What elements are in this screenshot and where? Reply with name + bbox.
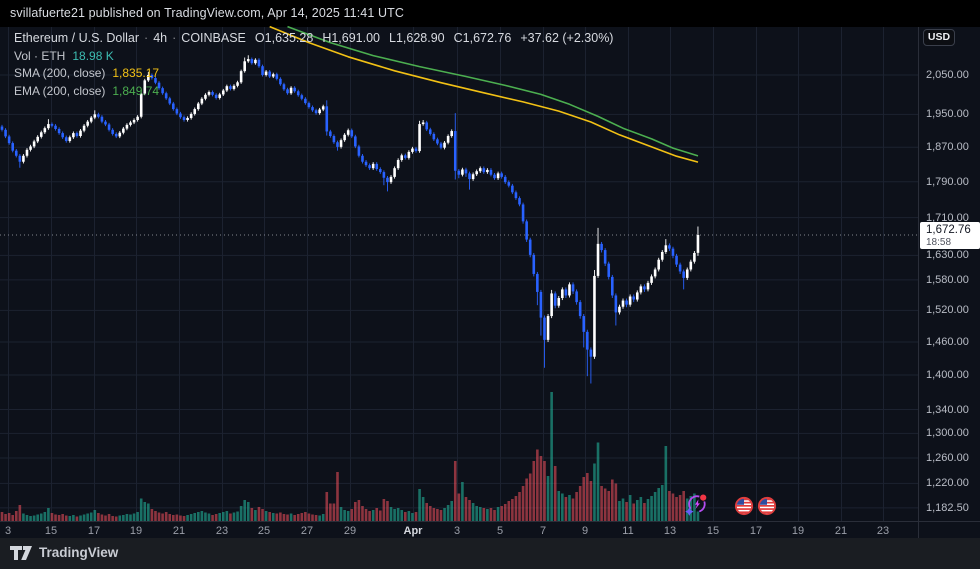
volume-bars xyxy=(0,392,700,521)
time-axis-tick: 29 xyxy=(343,525,357,537)
sma-label: SMA (200, close) xyxy=(14,66,106,80)
sma-value: 1,835.17 xyxy=(112,66,160,80)
us-flag-event-icon[interactable] xyxy=(734,496,754,516)
time-axis-tick: Apr xyxy=(403,525,423,537)
interval-label: 4h xyxy=(153,31,168,45)
time-axis-tick: 15 xyxy=(706,525,720,537)
time-axis-tick: 27 xyxy=(300,525,314,537)
time-axis[interactable]: 3 15 17 19 21 23 25 27 29 Apr 3 5 7 9 11 13 15 17 19 21 23 xyxy=(0,521,980,539)
time-axis-tick: 15 xyxy=(44,525,58,537)
open-value: 1,635.28 xyxy=(264,31,314,45)
high-letter: H xyxy=(322,31,332,45)
time-axis-tick: 17 xyxy=(87,525,101,537)
legend: Ethereum / U.S. Dollar · 4h · COINBASE O1,635… xyxy=(14,31,613,98)
close-value: 1,672.76 xyxy=(462,31,512,45)
symbol-row[interactable]: Ethereum / U.S. Dollar · 4h · COINBASE O1,635… xyxy=(14,31,613,45)
price-axis-tick: 1,460.00 xyxy=(926,336,969,349)
time-axis-tick: 21 xyxy=(172,525,186,537)
time-axis-tick: 23 xyxy=(876,525,890,537)
price-axis-tick: 1,790.00 xyxy=(926,175,969,188)
chart-area[interactable]: Ethereum / U.S. Dollar · 4h · COINBASE O1,635… xyxy=(0,25,980,539)
last-price-value: 1,672.76 xyxy=(926,223,971,236)
publish-info-bar: svillafuerte21 published on TradingView.… xyxy=(0,0,980,27)
price-axis-tick: 1,300.00 xyxy=(926,427,969,440)
time-axis-tick: 19 xyxy=(129,525,143,537)
price-axis-tick: 1,870.00 xyxy=(926,141,969,154)
time-axis-tick: 21 xyxy=(834,525,848,537)
sma-indicator-row[interactable]: SMA (200, close) 1,835.17 xyxy=(14,66,613,80)
price-axis-tick: 1,260.00 xyxy=(926,451,969,464)
last-price-label: 1,672.76 18:58 xyxy=(920,221,980,249)
price-axis-tick: 1,400.00 xyxy=(926,369,969,382)
tradingview-wordmark: TradingView xyxy=(39,545,119,560)
price-axis-tick: 1,220.00 xyxy=(926,477,969,490)
publish-info-text: svillafuerte21 published on TradingView.… xyxy=(10,6,404,20)
time-axis-tick: 5 xyxy=(496,525,504,537)
price-axis-tick: 1,340.00 xyxy=(926,403,969,416)
low-value: 1,628.90 xyxy=(395,31,445,45)
us-flag-event-icon[interactable] xyxy=(757,496,777,516)
price-axis-tick: 1,630.00 xyxy=(926,249,969,262)
tradingview-mark-icon xyxy=(10,545,32,560)
time-axis-tick: 23 xyxy=(215,525,229,537)
time-axis-tick: 13 xyxy=(663,525,677,537)
close-letter: C xyxy=(453,31,463,45)
time-axis-tick: 19 xyxy=(791,525,805,537)
highlight-spark-icon[interactable] xyxy=(685,493,708,516)
time-axis-tick: 9 xyxy=(581,525,589,537)
high-value: 1,691.00 xyxy=(331,31,381,45)
low-letter: L xyxy=(389,31,396,45)
tradingview-logo[interactable]: TradingView xyxy=(10,545,118,560)
volume-indicator-row[interactable]: Vol · ETH 18.98 K xyxy=(14,49,613,63)
time-axis-tick: 25 xyxy=(257,525,271,537)
bottom-bar: TradingView xyxy=(0,538,980,569)
time-axis-tick: 7 xyxy=(539,525,547,537)
separator: · xyxy=(144,31,149,45)
price-axis-tick: 1,182.50 xyxy=(926,501,969,514)
price-axis-tick: 1,580.00 xyxy=(926,273,969,286)
volume-label: Vol · ETH xyxy=(14,48,66,63)
ema-200-line xyxy=(287,25,699,157)
grid xyxy=(0,27,918,521)
ema-label: EMA (200, close) xyxy=(14,83,106,98)
candles xyxy=(0,55,700,384)
time-axis-tick: 17 xyxy=(749,525,763,537)
price-axis[interactable]: USD 2,050.00 1,950.00 1,870.00 1,790.00 1,71… xyxy=(918,27,980,521)
bar-countdown: 18:58 xyxy=(926,236,952,248)
price-axis-tick: 1,520.00 xyxy=(926,304,969,317)
exchange-label: COINBASE xyxy=(181,31,246,45)
change-value: +37.62 (+2.30%) xyxy=(520,31,614,45)
price-axis-tick: 2,050.00 xyxy=(926,68,969,81)
price-axis-tick: 1,950.00 xyxy=(926,108,969,121)
time-axis-tick: 3 xyxy=(4,525,12,537)
volume-value: 18.98 K xyxy=(72,48,114,63)
time-axis-tick: 11 xyxy=(622,525,634,537)
separator: · xyxy=(172,31,177,45)
symbol-title: Ethereum / U.S. Dollar xyxy=(14,31,140,45)
ema-indicator-row[interactable]: EMA (200, close) 1,849.74 xyxy=(14,84,613,98)
price-axis-tick: 1,710.00 xyxy=(926,211,969,224)
open-letter: O xyxy=(254,31,265,45)
ema-value: 1,849.74 xyxy=(112,83,160,98)
time-axis-tick: 3 xyxy=(453,525,461,537)
currency-toggle-button[interactable]: USD xyxy=(923,29,955,46)
sma-200-line xyxy=(269,25,699,163)
